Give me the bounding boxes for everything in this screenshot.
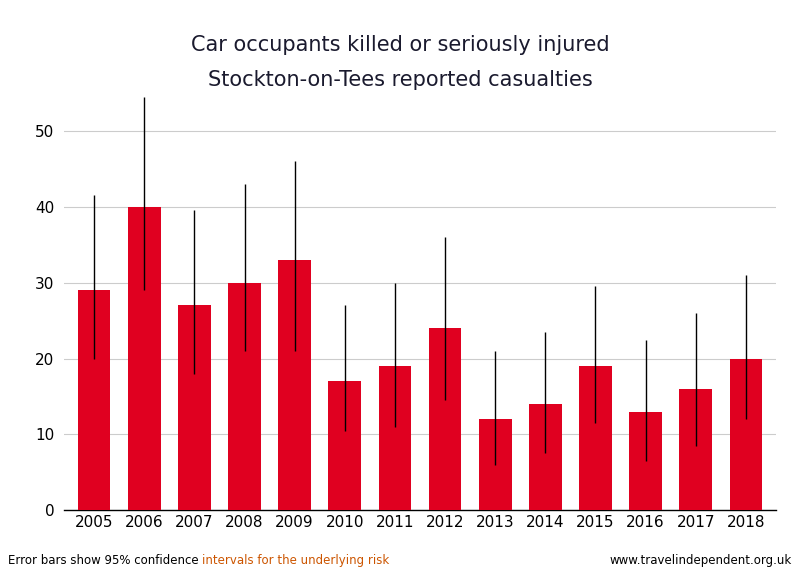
Text: www.travelindependent.org.uk: www.travelindependent.org.uk [610, 554, 792, 567]
Bar [178, 306, 210, 510]
Bar [378, 366, 411, 510]
Text: Stockton-on-Tees reported casualties: Stockton-on-Tees reported casualties [208, 70, 592, 89]
Bar [128, 206, 161, 510]
Bar [429, 328, 462, 510]
Bar [730, 358, 762, 510]
Bar [78, 290, 110, 510]
Bar [479, 419, 511, 510]
Bar [579, 366, 612, 510]
Text: Error bars show 95% confidence: Error bars show 95% confidence [8, 554, 202, 567]
Bar [329, 381, 361, 510]
Bar [630, 412, 662, 510]
Text: intervals for the underlying risk: intervals for the underlying risk [202, 554, 390, 567]
Text: Car occupants killed or seriously injured: Car occupants killed or seriously injure… [190, 35, 610, 55]
Bar [679, 389, 712, 510]
Bar [529, 404, 562, 510]
Bar [278, 260, 311, 510]
Bar [228, 282, 261, 510]
